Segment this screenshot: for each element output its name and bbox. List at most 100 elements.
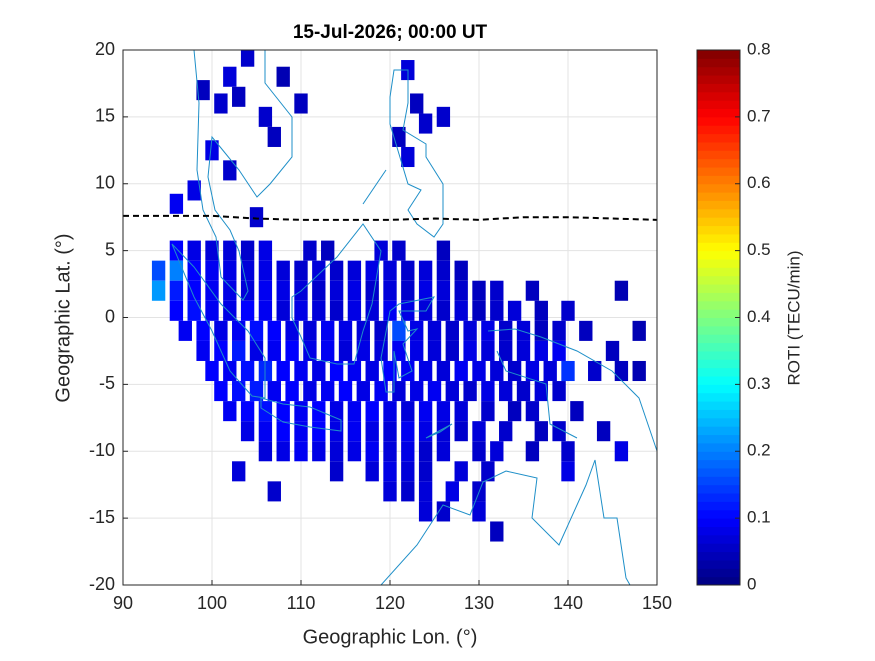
roti-cell [427, 340, 442, 361]
colorbar-segment [697, 568, 740, 578]
magnetic-equator [123, 214, 657, 221]
roti-cell [570, 401, 584, 422]
colorbar-segment [697, 325, 740, 335]
roti-cell [276, 360, 290, 382]
colorbar-segment [697, 526, 740, 536]
roti-cell [427, 381, 442, 402]
colorbar-segment [697, 175, 740, 185]
roti-cell [472, 441, 486, 462]
roti-cell [205, 140, 219, 161]
colorbar-segment [697, 334, 740, 344]
roti-cell [507, 401, 522, 422]
roti-cell [454, 280, 468, 301]
roti-cell [258, 421, 273, 442]
coastline [291, 223, 382, 365]
roti-cell [249, 320, 264, 341]
colorbar-segment [697, 116, 740, 126]
colorbar-segment [697, 292, 740, 302]
roti-cell [499, 320, 513, 341]
colorbar-segment [697, 350, 740, 360]
roti-cell [392, 340, 406, 361]
roti-cell [454, 260, 468, 281]
roti-cell [454, 401, 468, 422]
ticks: 90 100 110 120 130 140 150 -20 -15 -10 -5 0 5 10 15 20 [89, 39, 672, 613]
colorbar-segment [697, 242, 740, 252]
roti-cell [240, 401, 255, 422]
roti-cell [463, 381, 477, 402]
roti-cell [383, 280, 397, 301]
roti-cell [499, 421, 513, 442]
roti-cell [401, 421, 415, 442]
roti-cell [534, 340, 548, 361]
colorbar-segment [697, 401, 740, 410]
roti-cell [401, 260, 415, 281]
roti-cell [276, 260, 290, 281]
roti-cell [294, 441, 308, 462]
x-axis-label: Geographic Lon. (°) [303, 626, 478, 648]
coastline [193, 50, 293, 301]
roti-cell [232, 461, 246, 482]
roti-cell [294, 360, 308, 382]
coastline [171, 243, 266, 399]
roti-cell [534, 300, 548, 321]
roti-cell [232, 381, 246, 402]
roti-cell [427, 320, 442, 341]
roti-cell [267, 340, 281, 361]
coastline [380, 459, 631, 585]
roti-cell [169, 280, 184, 301]
roti-cell [258, 300, 273, 321]
colorbar-segment [697, 476, 740, 486]
x-tick-label: 100 [197, 593, 227, 613]
roti-cell [632, 360, 646, 382]
roti-cell [392, 320, 406, 341]
x-tick-label: 130 [464, 593, 494, 613]
roti-cell [321, 340, 335, 361]
roti-cell [267, 481, 281, 502]
colorbar-tick-label: 0.8 [747, 39, 771, 58]
colorbar-segment [697, 275, 740, 285]
colorbar-segment [697, 217, 740, 227]
colorbar-segment [697, 108, 740, 118]
roti-cell [169, 240, 184, 261]
colorbar-tick-label: 0.3 [747, 374, 771, 393]
roti-cell [312, 300, 326, 321]
roti-cell [454, 421, 468, 442]
roti-cell [365, 401, 379, 422]
roti-cell [223, 66, 237, 87]
roti-cell [312, 360, 326, 382]
roti-cell [276, 401, 290, 422]
roti-cell [383, 421, 397, 442]
colorbar-segment [697, 225, 740, 235]
roti-cell [232, 320, 246, 341]
roti-cell [294, 260, 308, 281]
roti-cell [285, 320, 299, 341]
x-tick-label: 140 [553, 593, 583, 613]
roti-cell [436, 240, 451, 261]
colorbar-segment [697, 258, 740, 268]
roti-cell [410, 340, 424, 361]
coastline [425, 423, 453, 439]
roti-cell [347, 280, 362, 301]
colorbar-tick-label: 0.5 [747, 240, 771, 259]
roti-cell [383, 260, 397, 281]
roti-cell [436, 421, 451, 442]
coastline [380, 296, 435, 393]
roti-cell [383, 441, 397, 462]
roti-cell [151, 260, 166, 281]
colorbar-segment [697, 158, 740, 168]
roti-cell [285, 381, 299, 402]
colorbar-segment [697, 208, 740, 218]
roti-cell [169, 193, 184, 214]
colorbar-label: ROTI (TECU/min) [784, 250, 803, 385]
x-tick-label: 90 [113, 593, 133, 613]
roti-cell [436, 106, 451, 127]
roti-cell [436, 360, 451, 382]
coastline [260, 397, 342, 432]
roti-cell [196, 340, 210, 361]
roti-cell [445, 481, 459, 502]
roti-cell [454, 300, 468, 321]
roti-cell [267, 320, 281, 341]
roti-cell [329, 260, 344, 281]
roti-cell [490, 300, 504, 321]
roti-cell [223, 260, 237, 281]
